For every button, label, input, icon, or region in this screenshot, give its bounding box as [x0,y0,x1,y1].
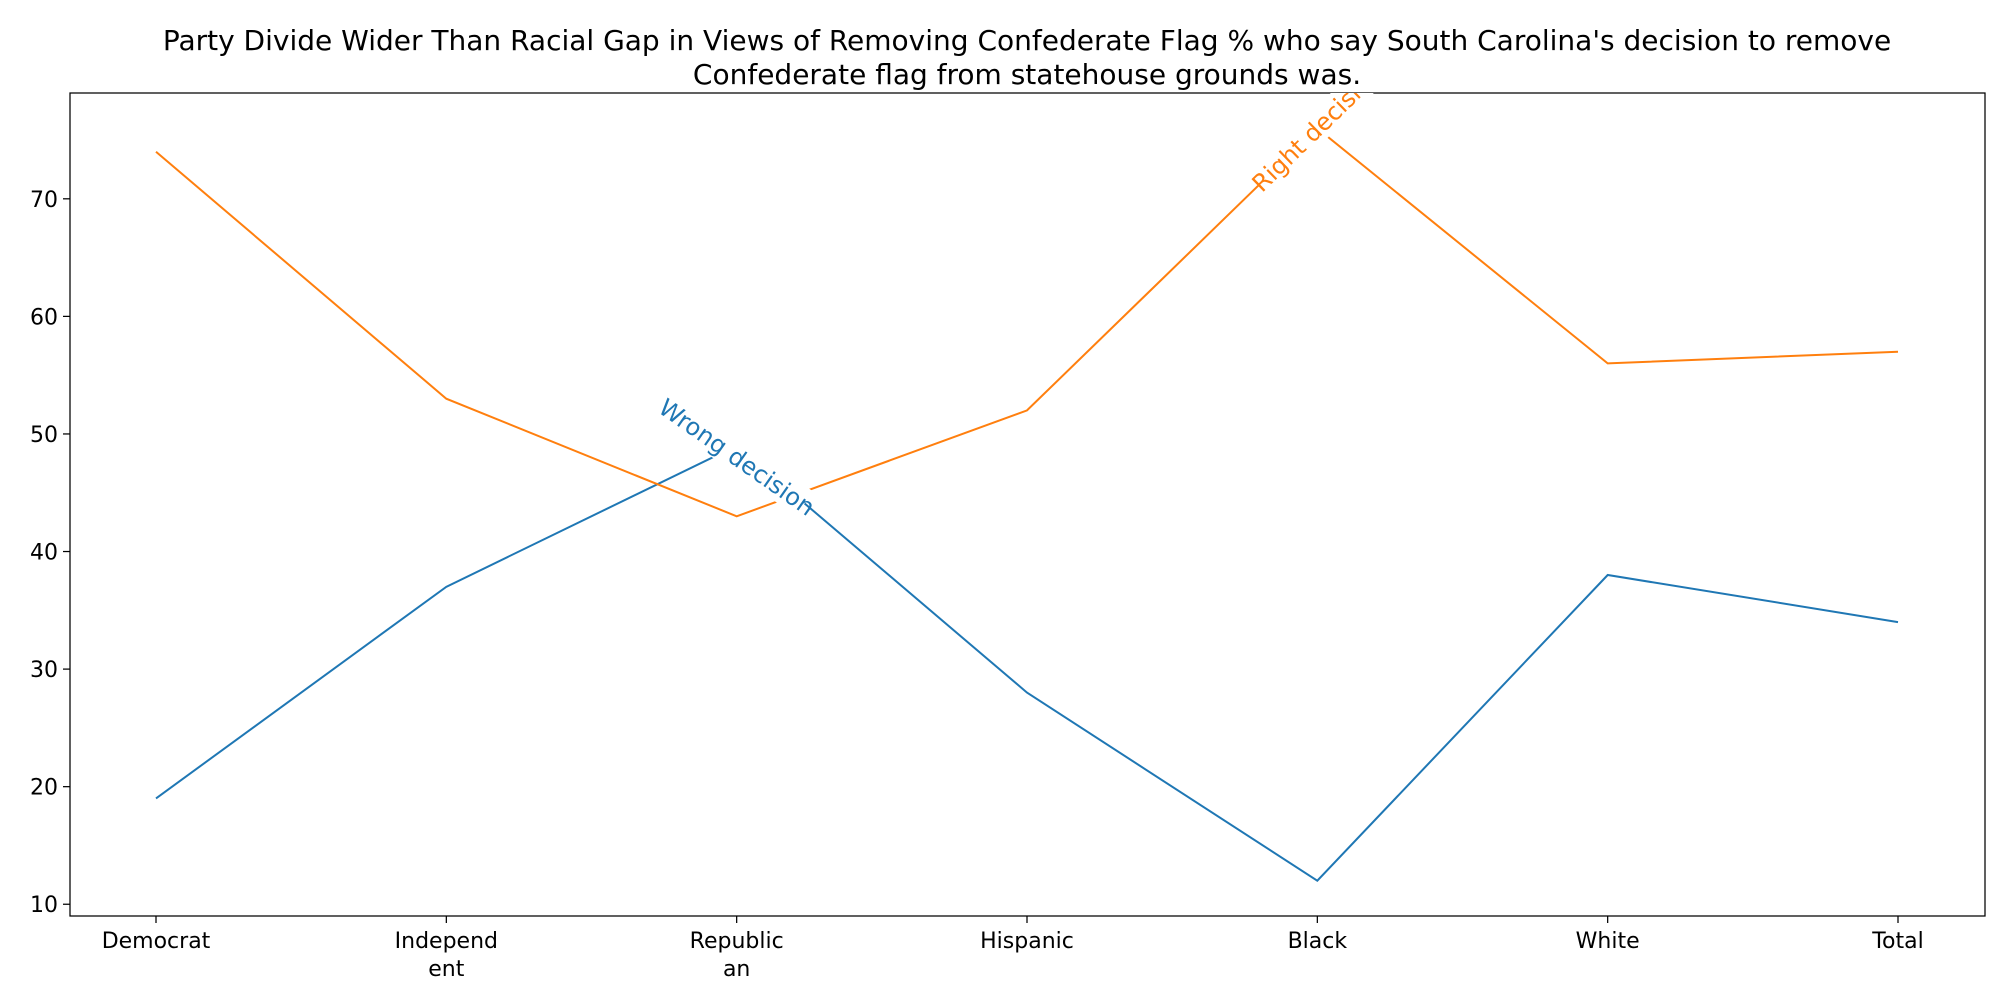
x-tick-label: an [723,957,750,982]
series-label-wrong-decision: Wrong decision [653,393,820,521]
chart-title: Party Divide Wider Than Racial Gap in Vi… [163,24,1891,91]
series-line-wrong-decision [155,444,1899,882]
y-tick-label: 40 [30,541,58,566]
chart-title-line: Party Divide Wider Than Racial Gap in Vi… [163,24,1891,57]
chart-title-line: Confederate flag from statehouse grounds… [693,58,1361,91]
y-tick-label: 20 [30,776,58,801]
y-tick-label: 60 [30,305,58,330]
series-lines [155,126,1899,882]
x-tick-label: Total [1871,929,1923,954]
x-tick-label: Hispanic [980,929,1074,954]
x-tick-label: Black [1288,929,1348,954]
y-tick-label: 30 [30,658,58,683]
x-tick-label: ent [428,957,464,982]
series-label-background [661,397,814,516]
x-tick-label: Democrat [102,929,211,954]
x-tick-label: Independ [395,929,498,954]
plot-frame [69,92,1986,917]
x-axis: Democrat Independ ent Republic an Hispanic Bla… [102,916,1924,982]
y-axis: 10 20 30 40 50 60 70 [30,188,70,918]
x-tick-label: White [1576,929,1640,954]
y-tick-label: 70 [30,188,58,213]
y-tick-label: 10 [30,893,58,918]
x-tick-label: Republic [690,929,784,954]
series-line-right-decision [155,126,1899,518]
series-label-background [1247,93,1386,196]
y-tick-label: 50 [30,423,58,448]
